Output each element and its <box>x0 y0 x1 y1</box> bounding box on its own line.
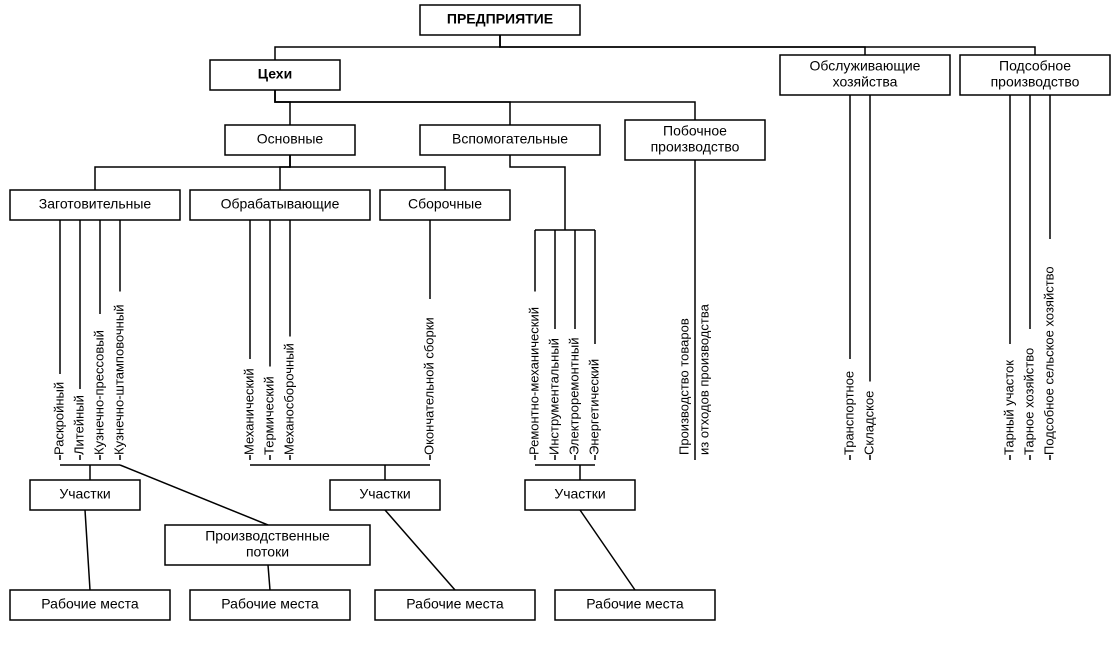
node-pobochn: Побочноепроизводство <box>625 120 765 160</box>
node-tsekhi: Цехи <box>210 60 340 90</box>
v_kuzn_sht: Кузнечно-штамповочный <box>111 305 126 455</box>
v_raskroy: Раскройный <box>51 382 66 455</box>
v_liteyny: Литейный <box>71 395 86 455</box>
node-label-uch1: Участки <box>59 486 110 502</box>
node-label-rab4: Рабочие места <box>586 596 684 612</box>
v_proizv2: из отходов производства <box>696 303 711 455</box>
v_remmekh: Ремонтно-механический <box>526 307 541 455</box>
v_tarny: Тарный участок <box>1001 360 1016 455</box>
v_transp: Транспортное <box>841 371 856 455</box>
node-label-tsekhi: Цехи <box>258 66 292 82</box>
node-label-potoki-1: потоки <box>246 544 289 560</box>
node-label-obrab: Обрабатывающие <box>221 196 340 212</box>
v_proizv1: Производство товаров <box>676 318 691 455</box>
node-label-rab3: Рабочие места <box>406 596 504 612</box>
node-label-sbor: Сборочные <box>408 196 482 212</box>
node-uch3: Участки <box>525 480 635 510</box>
node-rab3: Рабочие места <box>375 590 535 620</box>
v_term: Термический <box>261 376 276 455</box>
node-label-uch3: Участки <box>554 486 605 502</box>
boxes: ПРЕДПРИЯТИЕЦехиОбслуживающиехозяйстваПод… <box>10 5 1110 620</box>
node-obrab: Обрабатывающие <box>190 190 370 220</box>
v_tarnoe: Тарное хозяйство <box>1021 348 1036 455</box>
node-label-osnovnye: Основные <box>257 131 324 147</box>
node-potoki: Производственныепотоки <box>165 525 370 565</box>
node-label-pobochn-1: производство <box>651 139 740 155</box>
node-label-pobochn-0: Побочное <box>663 123 727 139</box>
node-label-potoki-0: Производственные <box>205 528 330 544</box>
node-label-obsluzh-1: хозяйства <box>833 74 898 90</box>
node-vspom: Вспомогательные <box>420 125 600 155</box>
node-obsluzh: Обслуживающиехозяйства <box>780 55 950 95</box>
v_sklad: Складское <box>861 391 876 455</box>
node-rab2: Рабочие места <box>190 590 350 620</box>
node-label-zagot: Заготовительные <box>39 196 152 212</box>
node-label-podsob-1: производство <box>991 74 1080 90</box>
node-label-podsob-0: Подсобное <box>999 58 1071 74</box>
v_okonch: Окончательной сборки <box>421 317 436 455</box>
node-zagot: Заготовительные <box>10 190 180 220</box>
v_mekhanosb: Механосборочный <box>281 343 296 455</box>
v_energ: Энергетический <box>586 359 601 455</box>
node-label-vspom: Вспомогательные <box>452 131 568 147</box>
node-label-uch2: Участки <box>359 486 410 502</box>
node-label-rab2: Рабочие места <box>221 596 319 612</box>
node-podsob: Подсобноепроизводство <box>960 55 1110 95</box>
v_podsob_sk: Подсобное сельское хозяйство <box>1041 266 1056 455</box>
node-root: ПРЕДПРИЯТИЕ <box>420 5 580 35</box>
node-sbor: Сборочные <box>380 190 510 220</box>
node-uch2: Участки <box>330 480 440 510</box>
node-rab4: Рабочие места <box>555 590 715 620</box>
v_instr: Инструментальный <box>546 338 561 455</box>
node-osnovnye: Основные <box>225 125 355 155</box>
node-label-obsluzh-0: Обслуживающие <box>810 58 921 74</box>
org-chart: ПРЕДПРИЯТИЕЦехиОбслуживающиехозяйстваПод… <box>0 0 1118 645</box>
v_elektro: Электроремонтный <box>566 337 581 455</box>
v_mekhan: Механический <box>241 368 256 455</box>
node-rab1: Рабочие места <box>10 590 170 620</box>
node-label-rab1: Рабочие места <box>41 596 139 612</box>
node-label-root: ПРЕДПРИЯТИЕ <box>447 11 553 27</box>
node-uch1: Участки <box>30 480 140 510</box>
v_kuzn_press: Кузнечно-прессовый <box>91 330 106 455</box>
